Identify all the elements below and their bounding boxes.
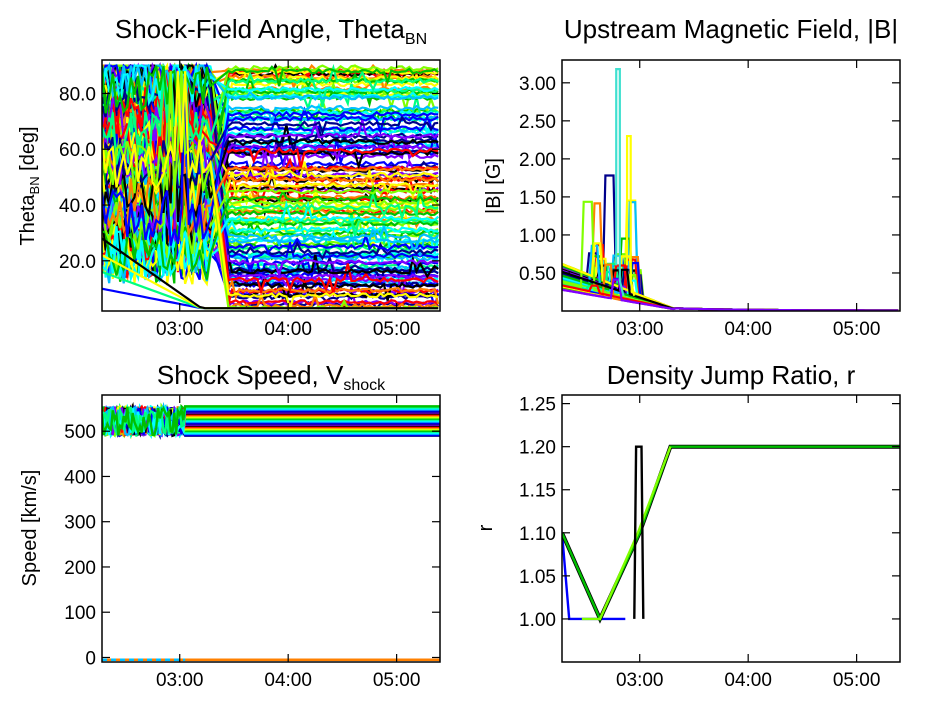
- series-line: [102, 237, 439, 310]
- series-line: [102, 184, 439, 280]
- series-line: [102, 71, 439, 279]
- series-line: [633, 445, 645, 619]
- series-line: [102, 64, 439, 107]
- series-line: [102, 70, 439, 238]
- x-tick-label: 04:00: [264, 670, 312, 691]
- y-tick-label: 1.00: [519, 226, 556, 247]
- y-tick-label: 1.50: [519, 188, 556, 209]
- series-line: [102, 61, 439, 206]
- series-line: [102, 71, 439, 246]
- x-tick-label: 03:00: [156, 670, 204, 691]
- series-line: [102, 404, 440, 437]
- y-tick-label: 60.0: [59, 140, 96, 161]
- y-axis-label: ThetaBN [deg]: [17, 126, 42, 245]
- x-tick-label: 03:00: [616, 319, 664, 340]
- series-line: [102, 63, 439, 165]
- y-tick-label: 500: [64, 422, 96, 443]
- y-tick-label: 1.15: [519, 481, 556, 502]
- y-tick-label: 1.10: [519, 524, 556, 545]
- x-tick-label: 05:00: [833, 670, 881, 691]
- y-tick-label: 3.00: [519, 74, 556, 95]
- tick-group: 03:00 04:00 05:00 0.50 1.00 1.50 2.00 2.50 3.00: [519, 60, 900, 340]
- panel-theta-bn: Shock-Field Angle, ThetaBN ThetaBN [deg]…: [17, 14, 441, 340]
- y-tick-label: 300: [64, 513, 96, 534]
- y-tick-label: 1.00: [519, 610, 556, 631]
- x-tick-label: 05:00: [373, 319, 421, 340]
- series-group: [102, 61, 440, 311]
- series-line: [102, 62, 439, 102]
- series-line: [581, 446, 672, 621]
- y-axis-label: Speed [km/s]: [19, 470, 41, 587]
- tick-group: 03:00 04:00 05:00 20.0 40.0 60.0 80.0: [59, 60, 440, 340]
- y-tick-label: 1.25: [519, 395, 556, 416]
- x-tick-label: 05:00: [373, 670, 421, 691]
- panel-magnetic-field: Upstream Magnetic Field, |B| |B| [G] 03:…: [483, 14, 901, 340]
- x-tick-label: 05:00: [833, 319, 881, 340]
- chart-title: Shock Speed, Vshock: [157, 360, 386, 394]
- plot-frame: [561, 59, 901, 312]
- y-axis-label: r: [475, 524, 497, 531]
- series-line: [625, 134, 636, 297]
- plot-frame: [101, 394, 441, 663]
- x-tick-label: 04:00: [264, 319, 312, 340]
- chart-title: Density Jump Ratio, r: [607, 360, 856, 390]
- plot-frame: [561, 394, 901, 663]
- y-axis-label: |B| [G]: [483, 158, 505, 214]
- x-tick-label: 03:00: [616, 670, 664, 691]
- y-tick-label: 20.0: [59, 252, 96, 273]
- y-tick-label: 80.0: [59, 84, 96, 105]
- series-line: [102, 65, 439, 115]
- chart-title: Shock-Field Angle, ThetaBN: [115, 14, 427, 48]
- x-tick-label: 04:00: [724, 670, 772, 691]
- tick-group: 03:00 04:00 05:00 1.00 1.05 1.10 1.15 1.20 1.25: [519, 395, 900, 691]
- series-line: [102, 70, 439, 168]
- y-tick-label: 2.50: [519, 112, 556, 133]
- series-line: [615, 68, 625, 297]
- series-line: [102, 71, 439, 311]
- plot-frame: [101, 59, 441, 312]
- y-tick-label: 0: [85, 648, 96, 669]
- x-tick-label: 03:00: [156, 319, 204, 340]
- y-tick-label: 0.50: [519, 264, 556, 285]
- y-tick-label: 200: [64, 558, 96, 579]
- y-tick-label: 400: [64, 467, 96, 488]
- x-tick-label: 04:00: [724, 319, 772, 340]
- series-group: [562, 444, 900, 624]
- y-tick-label: 1.05: [519, 567, 556, 588]
- series-line: [562, 445, 900, 622]
- series-line: [102, 70, 439, 283]
- y-tick-label: 100: [64, 603, 96, 624]
- series-line: [102, 71, 439, 212]
- y-tick-label: 1.20: [519, 438, 556, 459]
- series-line: [102, 71, 439, 222]
- panel-shock-speed: Shock Speed, Vshock Speed [km/s] 03:00 04…: [19, 360, 441, 691]
- series-group: [102, 401, 440, 661]
- panel-density-jump: Density Jump Ratio, r r 03:00 04:00 05:00 1…: [475, 360, 901, 691]
- y-tick-label: 40.0: [59, 196, 96, 217]
- series-group: [562, 68, 899, 311]
- y-tick-label: 2.00: [519, 150, 556, 171]
- chart-title: Upstream Magnetic Field, |B|: [564, 14, 898, 44]
- tick-group: 03:00 04:00 05:00 0 100 200 300 400 500: [64, 395, 440, 691]
